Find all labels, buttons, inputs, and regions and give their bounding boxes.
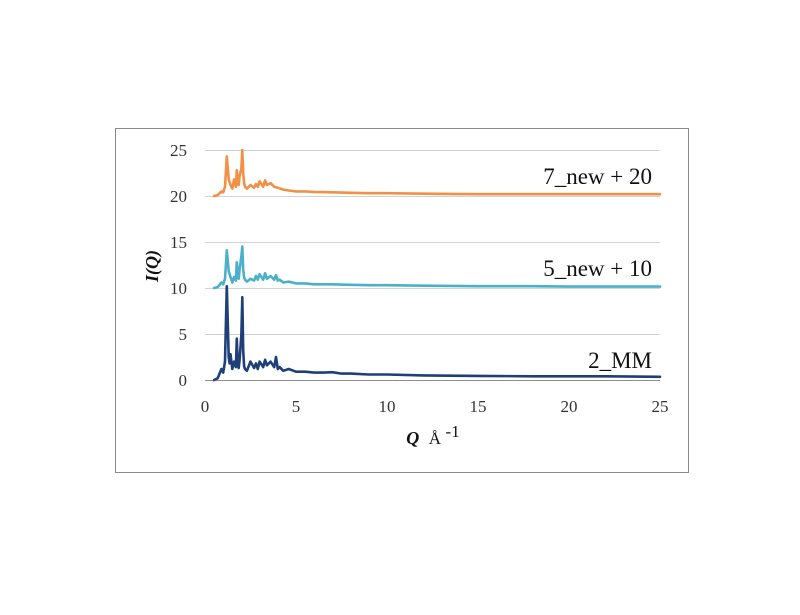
x-axis-unit-exponent: -1 [446,422,460,441]
series-label: 2_MM [588,348,652,373]
x-axis-unit: Å [429,429,442,448]
y-tick-label: 10 [170,279,187,298]
x-tick-label: 5 [292,397,301,416]
series-line [212,245,662,290]
y-tick-label: 20 [170,187,187,206]
y-tick-label: 5 [179,325,188,344]
series-labels: 2_MM 5_new + 10 7_new + 20 [543,164,652,373]
y-tick-label: 25 [170,141,187,160]
x-axis-title: Q Å -1 [406,422,459,448]
x-tick-label: 20 [561,397,578,416]
series-line [212,284,662,382]
gridlines [205,150,660,381]
chart-frame [115,128,689,473]
y-tick-label: 0 [179,371,188,390]
x-tick-label: 25 [652,397,669,416]
series-label: 7_new + 20 [543,164,652,189]
series-lines [212,148,662,382]
series-label: 5_new + 10 [543,256,652,281]
x-tick-label: 15 [470,397,487,416]
x-axis-symbol: Q [406,428,419,448]
y-axis-title: I(Q) [142,250,163,283]
x-tick-labels: 0 5 10 15 20 25 [201,397,669,416]
x-tick-label: 0 [201,397,210,416]
y-tick-labels: 0 5 10 15 20 25 [170,141,187,390]
x-tick-label: 10 [379,397,396,416]
y-tick-label: 15 [170,233,187,252]
series-line [212,148,662,198]
